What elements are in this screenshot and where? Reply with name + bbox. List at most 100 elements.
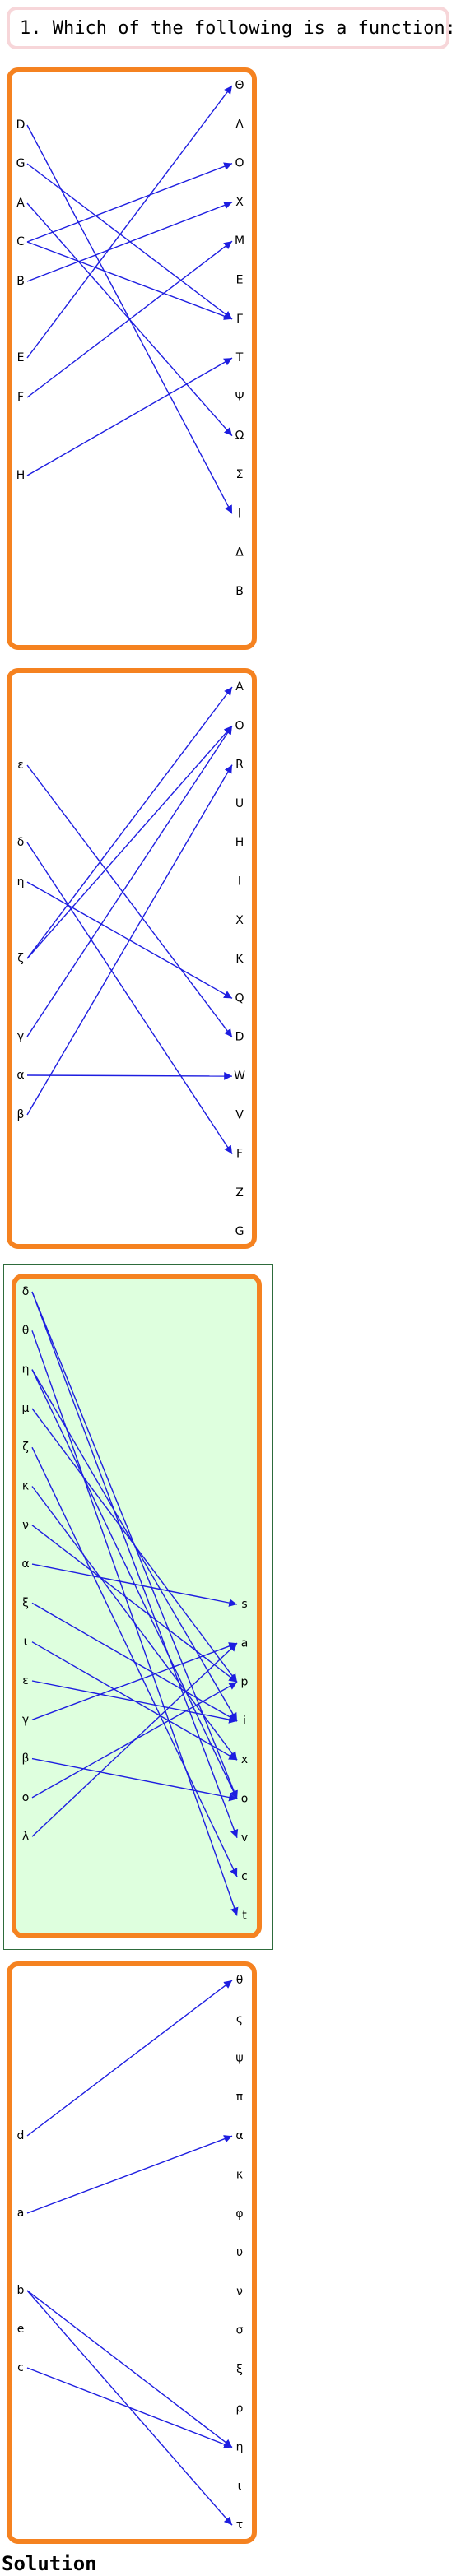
codomain-label: X <box>235 196 244 209</box>
codomain-label: p <box>241 1676 249 1689</box>
mapping-arrow <box>27 202 232 281</box>
mapping-arrow <box>32 1525 237 1683</box>
mapping-arrow <box>32 1292 237 1838</box>
codomain-label: c <box>241 1870 248 1883</box>
codomain-label: E <box>236 274 244 287</box>
mapping-diagram-2: δ θ η μ ζ κ ν α ξ ι ε γ β ο λ s a p i x o v c t <box>21 1285 248 1922</box>
codomain-label: o <box>241 1793 249 1806</box>
codomain-label: π <box>236 2091 244 2104</box>
codomain-label: G <box>235 1225 244 1238</box>
codomain-label: D <box>235 1031 244 1044</box>
domain-label: ζ <box>22 1441 29 1454</box>
domain-label: γ <box>22 1713 29 1726</box>
mapping-arrow <box>27 1980 232 2136</box>
domain-label: μ <box>22 1402 30 1415</box>
domain-label: δ <box>22 1285 30 1298</box>
codomain-label: Σ <box>236 468 244 481</box>
domain-label: γ <box>17 1030 24 1043</box>
codomain-label: M <box>235 234 244 248</box>
codomain-label: K <box>235 953 244 966</box>
mapping-arrow <box>27 842 232 1154</box>
mapping-diagram-3: dabecθςψπακφυνσξρηιτ <box>17 1974 244 2532</box>
domain-label: η <box>22 1363 30 1376</box>
domain-label: ν <box>22 1519 29 1532</box>
codomain-label: U <box>235 797 244 810</box>
codomain-label: Λ <box>235 118 244 131</box>
codomain-label: ς <box>236 2012 243 2026</box>
codomain-label: X <box>235 914 244 927</box>
codomain-label: V <box>235 1108 244 1121</box>
domain-label: η <box>17 875 25 889</box>
mapping-arrow <box>32 1564 237 1604</box>
codomain-label: W <box>234 1070 245 1083</box>
domain-label: D <box>16 118 26 132</box>
codomain-label: Ψ <box>235 390 244 403</box>
domain-label: a <box>17 2207 25 2220</box>
codomain-label: i <box>243 1715 246 1728</box>
domain-label: ι <box>24 1636 28 1649</box>
mapping-arrow <box>27 765 232 1115</box>
codomain-label: σ <box>236 2324 244 2337</box>
domain-label: B <box>16 275 25 288</box>
codomain-label: Γ <box>236 313 243 326</box>
domain-label: A <box>16 197 25 210</box>
codomain-label: Θ <box>235 79 244 92</box>
domain-label: H <box>16 469 26 482</box>
mapping-arrow <box>27 241 232 397</box>
codomain-label: B <box>235 585 244 598</box>
codomain-label: R <box>235 759 244 772</box>
codomain-label: A <box>235 680 244 694</box>
mapping-arrow <box>27 2136 232 2213</box>
mapping-arrow <box>32 1643 237 1836</box>
codomain-label: O <box>235 157 244 170</box>
mapping-arrow <box>27 86 232 358</box>
mapping-arrow <box>27 765 232 1037</box>
domain-label: θ <box>22 1324 30 1337</box>
codomain-label: ρ <box>236 2402 244 2415</box>
mapping-arrow <box>32 1409 237 1683</box>
mapping-arrow <box>27 2368 232 2448</box>
codomain-label: Q <box>235 991 244 1005</box>
codomain-label: υ <box>236 2246 243 2259</box>
codomain-label: s <box>241 1598 247 1611</box>
codomain-label: ι <box>238 2480 242 2493</box>
mapping-arrow <box>27 242 232 319</box>
domain-label: ζ <box>17 952 24 965</box>
codomain-label: ν <box>236 2285 243 2298</box>
mapping-arrow <box>32 1681 237 1721</box>
mapping-diagram-1: ε δ η ζ γ α β A O R U H I X K Q D W V F Z G <box>16 680 245 1238</box>
mapping-arrow <box>32 1487 237 1761</box>
codomain-label: φ <box>235 2207 243 2221</box>
mapping-arrow <box>27 726 232 1037</box>
codomain-label: I <box>238 507 241 520</box>
codomain-label: ξ <box>236 2363 243 2376</box>
codomain-label: Ω <box>235 429 244 443</box>
mapping-arrow <box>27 1075 232 1076</box>
codomain-label: Z <box>235 1186 244 1200</box>
domain-label: κ <box>22 1480 29 1493</box>
codomain-label: Δ <box>235 546 244 559</box>
mapping-arrow <box>27 358 232 476</box>
domain-label: α <box>16 1069 24 1082</box>
domain-label: d <box>17 2129 25 2142</box>
codomain-label: v <box>241 1831 248 1845</box>
codomain-label: α <box>235 2129 243 2142</box>
mapping-arrow <box>27 687 232 958</box>
codomain-label: T <box>235 351 244 364</box>
mapping-arrow <box>27 726 232 958</box>
domain-label: G <box>16 157 26 170</box>
domain-label: δ <box>17 836 25 849</box>
domain-label: e <box>17 2323 25 2336</box>
codomain-label: κ <box>236 2169 243 2182</box>
codomain-label: x <box>241 1753 248 1766</box>
mapping-arrow <box>27 164 232 242</box>
codomain-label: ψ <box>235 2052 243 2065</box>
mapping-arrow <box>27 2291 232 2448</box>
codomain-label: η <box>236 2441 244 2454</box>
domain-label: λ <box>22 1830 29 1843</box>
domain-label: β <box>17 1108 25 1121</box>
domain-label: E <box>17 351 25 364</box>
domain-label: F <box>17 391 24 404</box>
domain-label: C <box>16 235 25 248</box>
